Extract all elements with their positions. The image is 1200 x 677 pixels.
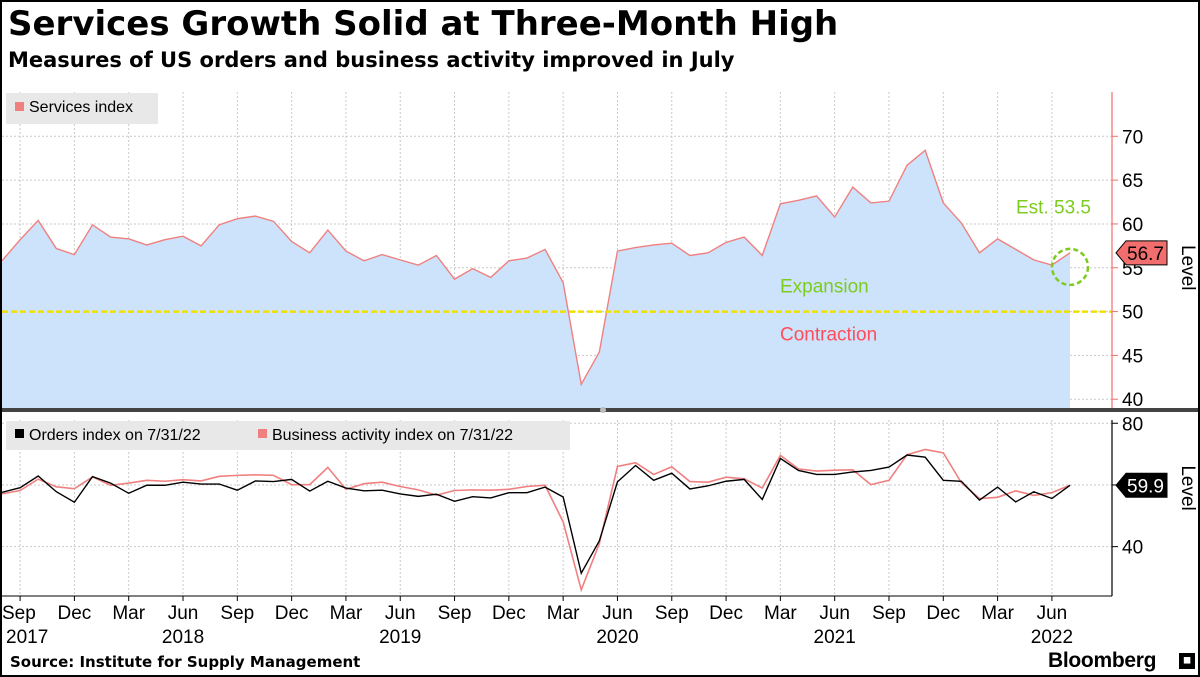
x-tick-label: Dec [709,603,743,624]
y-tick-label: 40 [1122,390,1143,411]
x-tick-label: Dec [926,603,960,624]
legend-label: Business activity index on 7/31/22 [272,427,513,444]
brand-logo: Bloomberg [1048,649,1157,672]
panel-resize-handle [600,407,606,413]
y-tick-label: 45 [1122,346,1143,367]
business-activity-line [2,448,1071,593]
y-tick-label: 80 [1122,414,1143,435]
legend-box [6,421,570,450]
x-year-label: 2018 [162,627,204,648]
x-tick-label: Jun [168,603,199,624]
contraction-label: Contraction [780,325,877,346]
y-axis-title: Level [1177,465,1198,510]
x-tick-label: Sep [655,603,689,624]
x-tick-label: Jun [602,603,633,624]
chart-title: Services Growth Solid at Three-Month Hig… [8,4,839,44]
latest-value-label: 56.7 [1127,244,1164,265]
x-tick-label: Jun [385,603,416,624]
orders-index-line [2,454,1071,576]
latest-value-label: 59.9 [1127,476,1164,497]
y-tick-label: 50 [1122,303,1143,324]
y-tick-label: 60 [1122,215,1143,236]
y-tick-label: 70 [1122,127,1143,148]
x-tick-label: Sep [220,603,254,624]
legend-box [6,93,158,124]
x-tick-label: Mar [547,603,580,624]
bloomberg-terminal-icon: ◼ [1179,653,1195,669]
legend-swatch [15,429,24,438]
legend-label: Services index [29,99,133,116]
services-index-area [2,150,1070,409]
y-tick-label: 65 [1122,171,1143,192]
expansion-label: Expansion [780,276,869,297]
source-note: Source: Institute for Supply Management [10,653,361,671]
x-year-label: 2022 [1031,627,1073,648]
chart-subtitle: Measures of US orders and business activ… [8,48,735,72]
x-tick-label: Dec [58,603,92,624]
x-tick-label: Sep [2,603,36,624]
x-tick-label: Jun [819,603,850,624]
estimate-label: Est. 53.5 [1016,197,1091,218]
legend-swatch [258,429,267,438]
y-tick-label: 40 [1122,538,1143,559]
x-tick-label: Sep [438,603,472,624]
x-axis: Sep Dec Mar Jun Sep Dec Mar Jun Sep Dec Mar Jun Sep D… [2,595,1112,648]
x-tick-label: Mar [112,603,145,624]
legend-label: Orders index on 7/31/22 [29,427,201,444]
x-year-label: 2019 [379,627,421,648]
x-year-label: 2021 [814,627,856,648]
x-year-label: 2020 [596,627,638,648]
latest-value-badge [1115,240,1168,266]
x-tick-label: Jun [1037,603,1068,624]
legend-swatch [15,102,24,111]
x-tick-label: Mar [330,603,363,624]
services-index-line [2,149,1071,387]
x-tick-label: Sep [872,603,906,624]
estimate-marker [1050,247,1090,287]
latest-value-badge [1115,472,1168,498]
x-tick-label: Dec [275,603,309,624]
y-axis-title: Level [1177,245,1198,290]
x-tick-label: Mar [764,603,797,624]
x-tick-label: Dec [492,603,526,624]
x-tick-label: Mar [981,603,1014,624]
x-year-label: 2017 [6,627,48,648]
